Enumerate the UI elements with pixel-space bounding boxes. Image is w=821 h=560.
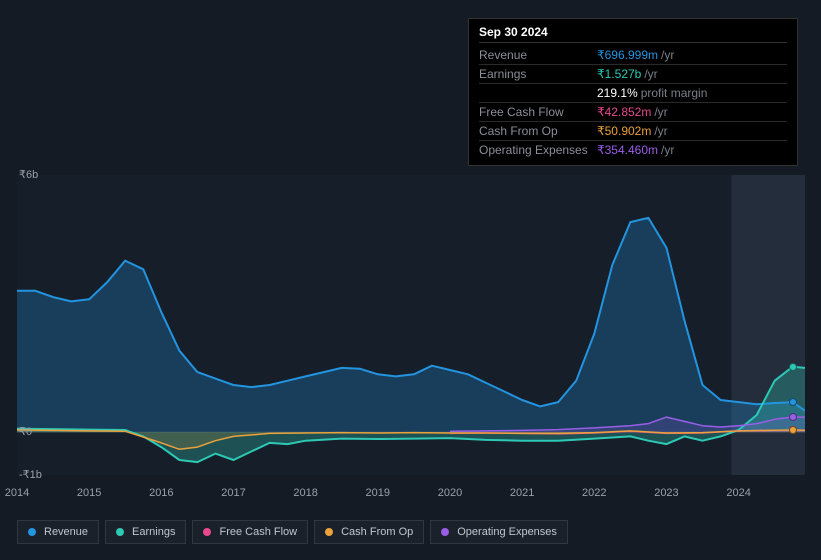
legend-item[interactable]: Operating Expenses xyxy=(430,520,568,544)
chart-svg xyxy=(17,160,805,500)
tooltip-row-value: ₹696.999m/yr xyxy=(597,48,674,62)
legend-label: Operating Expenses xyxy=(457,526,557,538)
x-axis-label: 2018 xyxy=(293,487,317,499)
x-axis-label: 2015 xyxy=(77,487,101,499)
tooltip-row-label: Operating Expenses xyxy=(479,143,597,157)
tooltip-row: Earnings₹1.527b/yr xyxy=(479,65,787,84)
legend-label: Revenue xyxy=(44,526,88,538)
series-marker-dot xyxy=(789,413,797,421)
legend-label: Cash From Op xyxy=(341,526,413,538)
y-axis-label: -₹1b xyxy=(19,468,42,481)
x-axis-label: 2022 xyxy=(582,487,606,499)
tooltip-row-label xyxy=(479,86,597,100)
series-marker-dot xyxy=(789,398,797,406)
series-marker-dot xyxy=(789,426,797,434)
financial-chart[interactable]: ₹6b₹0-₹1b 201420152016201720182019202020… xyxy=(17,160,805,500)
tooltip-row: 219.1%profit margin xyxy=(479,84,787,103)
legend-item[interactable]: Cash From Op xyxy=(314,520,424,544)
legend-dot-icon xyxy=(116,528,124,536)
x-axis-label: 2019 xyxy=(366,487,390,499)
x-axis-label: 2016 xyxy=(149,487,173,499)
legend-label: Earnings xyxy=(132,526,175,538)
x-axis-label: 2023 xyxy=(654,487,678,499)
legend-dot-icon xyxy=(441,528,449,536)
legend-item[interactable]: Free Cash Flow xyxy=(192,520,308,544)
tooltip-row-label: Revenue xyxy=(479,48,597,62)
tooltip-row-value: ₹1.527b/yr xyxy=(597,67,658,81)
x-axis-label: 2017 xyxy=(221,487,245,499)
y-axis-label: ₹6b xyxy=(19,168,38,181)
tooltip-row: Free Cash Flow₹42.852m/yr xyxy=(479,103,787,122)
tooltip-date: Sep 30 2024 xyxy=(479,25,787,43)
tooltip-row-value: ₹50.902m/yr xyxy=(597,124,668,138)
legend-dot-icon xyxy=(203,528,211,536)
chart-tooltip: Sep 30 2024 Revenue₹696.999m/yrEarnings₹… xyxy=(468,18,798,166)
tooltip-row-label: Cash From Op xyxy=(479,124,597,138)
tooltip-row-value: ₹42.852m/yr xyxy=(597,105,668,119)
legend-item[interactable]: Revenue xyxy=(17,520,99,544)
y-axis-label: ₹0 xyxy=(19,425,32,438)
legend-label: Free Cash Flow xyxy=(219,526,297,538)
legend-item[interactable]: Earnings xyxy=(105,520,186,544)
tooltip-row-label: Free Cash Flow xyxy=(479,105,597,119)
x-axis-label: 2020 xyxy=(438,487,462,499)
x-axis-label: 2014 xyxy=(5,487,29,499)
tooltip-row-value: ₹354.460m/yr xyxy=(597,143,674,157)
legend-dot-icon xyxy=(325,528,333,536)
tooltip-row: Revenue₹696.999m/yr xyxy=(479,46,787,65)
legend-dot-icon xyxy=(28,528,36,536)
x-axis-label: 2021 xyxy=(510,487,534,499)
tooltip-row-value: 219.1%profit margin xyxy=(597,86,707,100)
tooltip-row: Operating Expenses₹354.460m/yr xyxy=(479,141,787,159)
series-marker-dot xyxy=(789,363,797,371)
tooltip-row-label: Earnings xyxy=(479,67,597,81)
x-axis-label: 2024 xyxy=(726,487,750,499)
chart-legend: Revenue Earnings Free Cash Flow Cash From O… xyxy=(17,520,568,544)
tooltip-row: Cash From Op₹50.902m/yr xyxy=(479,122,787,141)
